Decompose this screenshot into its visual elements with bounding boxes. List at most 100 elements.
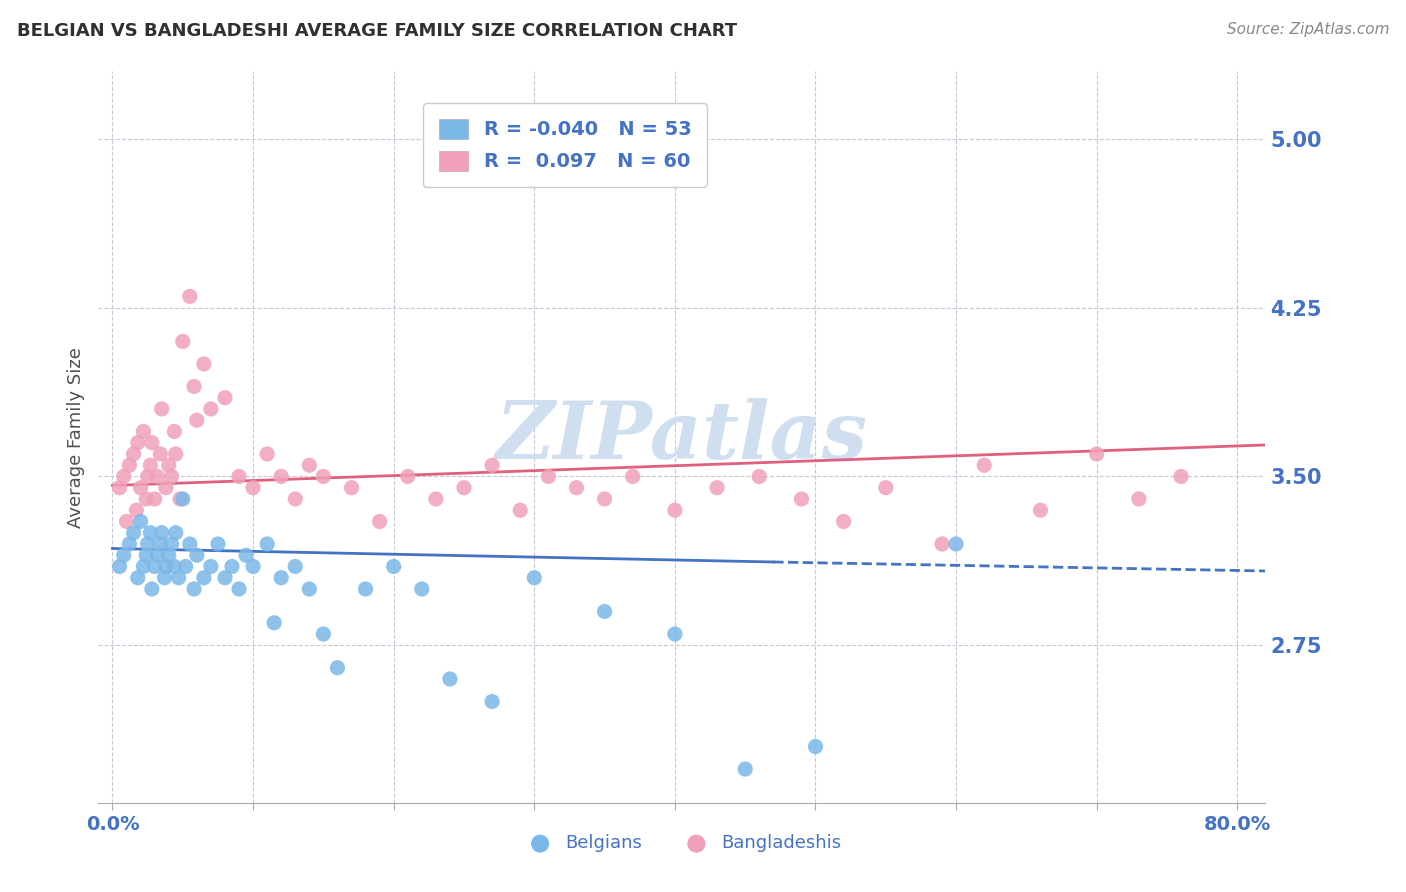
Point bbox=[179, 289, 201, 303]
Point bbox=[481, 458, 503, 473]
Point bbox=[163, 425, 186, 439]
Point bbox=[804, 739, 827, 754]
Point bbox=[135, 491, 157, 506]
Point bbox=[157, 458, 180, 473]
Point bbox=[748, 469, 770, 483]
Point bbox=[115, 515, 138, 529]
Point bbox=[593, 491, 616, 506]
Point bbox=[122, 525, 145, 540]
Point bbox=[163, 559, 186, 574]
Point bbox=[132, 559, 155, 574]
Point bbox=[1085, 447, 1108, 461]
Point bbox=[453, 481, 475, 495]
Point bbox=[382, 559, 405, 574]
Point bbox=[150, 525, 173, 540]
Text: BELGIAN VS BANGLADESHI AVERAGE FAMILY SIZE CORRELATION CHART: BELGIAN VS BANGLADESHI AVERAGE FAMILY SI… bbox=[17, 22, 737, 40]
Point bbox=[125, 503, 148, 517]
Point bbox=[790, 491, 813, 506]
Point bbox=[537, 469, 560, 483]
Point bbox=[228, 469, 250, 483]
Point bbox=[214, 391, 236, 405]
Point bbox=[945, 537, 967, 551]
Point bbox=[235, 548, 257, 562]
Point bbox=[129, 481, 152, 495]
Point bbox=[256, 537, 278, 551]
Point bbox=[200, 559, 222, 574]
Point bbox=[112, 548, 135, 562]
Point bbox=[139, 525, 162, 540]
Point bbox=[167, 571, 190, 585]
Point bbox=[108, 481, 131, 495]
Text: Source: ZipAtlas.com: Source: ZipAtlas.com bbox=[1226, 22, 1389, 37]
Point bbox=[169, 491, 191, 506]
Point bbox=[256, 447, 278, 461]
Point bbox=[127, 571, 149, 585]
Point bbox=[135, 548, 157, 562]
Point bbox=[875, 481, 897, 495]
Point bbox=[200, 401, 222, 416]
Point bbox=[1029, 503, 1052, 517]
Point bbox=[284, 491, 307, 506]
Point bbox=[207, 537, 229, 551]
Point bbox=[832, 515, 855, 529]
Point bbox=[221, 559, 243, 574]
Point bbox=[146, 469, 169, 483]
Point bbox=[396, 469, 419, 483]
Point bbox=[139, 458, 162, 473]
Point bbox=[263, 615, 285, 630]
Point bbox=[165, 525, 187, 540]
Point bbox=[150, 401, 173, 416]
Point bbox=[118, 537, 141, 551]
Point bbox=[155, 481, 177, 495]
Point bbox=[193, 571, 215, 585]
Point bbox=[340, 481, 363, 495]
Point bbox=[141, 435, 163, 450]
Point bbox=[312, 469, 335, 483]
Point bbox=[298, 582, 321, 596]
Point bbox=[127, 435, 149, 450]
Point bbox=[141, 582, 163, 596]
Point bbox=[270, 571, 292, 585]
Point bbox=[326, 661, 349, 675]
Point bbox=[664, 627, 686, 641]
Point bbox=[354, 582, 377, 596]
Point bbox=[931, 537, 953, 551]
Point bbox=[129, 515, 152, 529]
Point bbox=[312, 627, 335, 641]
Point bbox=[183, 582, 205, 596]
Point bbox=[439, 672, 461, 686]
Point bbox=[509, 503, 531, 517]
Point bbox=[973, 458, 995, 473]
Point bbox=[122, 447, 145, 461]
Legend: Belgians, Bangladeshis: Belgians, Bangladeshis bbox=[515, 827, 849, 860]
Point bbox=[108, 559, 131, 574]
Point bbox=[174, 559, 197, 574]
Point bbox=[183, 379, 205, 393]
Point bbox=[270, 469, 292, 483]
Point bbox=[425, 491, 447, 506]
Point bbox=[411, 582, 433, 596]
Point bbox=[593, 605, 616, 619]
Point bbox=[186, 413, 208, 427]
Point bbox=[481, 694, 503, 708]
Point bbox=[118, 458, 141, 473]
Point bbox=[242, 559, 264, 574]
Point bbox=[1128, 491, 1150, 506]
Text: ZIPatlas: ZIPatlas bbox=[496, 399, 868, 475]
Point bbox=[621, 469, 644, 483]
Point bbox=[149, 447, 172, 461]
Point bbox=[165, 447, 187, 461]
Point bbox=[157, 548, 180, 562]
Point bbox=[136, 469, 159, 483]
Point bbox=[172, 334, 194, 349]
Point bbox=[706, 481, 728, 495]
Point bbox=[160, 469, 183, 483]
Y-axis label: Average Family Size: Average Family Size bbox=[66, 347, 84, 527]
Point bbox=[155, 559, 177, 574]
Point bbox=[112, 469, 135, 483]
Point bbox=[146, 548, 169, 562]
Point bbox=[153, 571, 176, 585]
Point bbox=[193, 357, 215, 371]
Point bbox=[565, 481, 588, 495]
Point bbox=[179, 537, 201, 551]
